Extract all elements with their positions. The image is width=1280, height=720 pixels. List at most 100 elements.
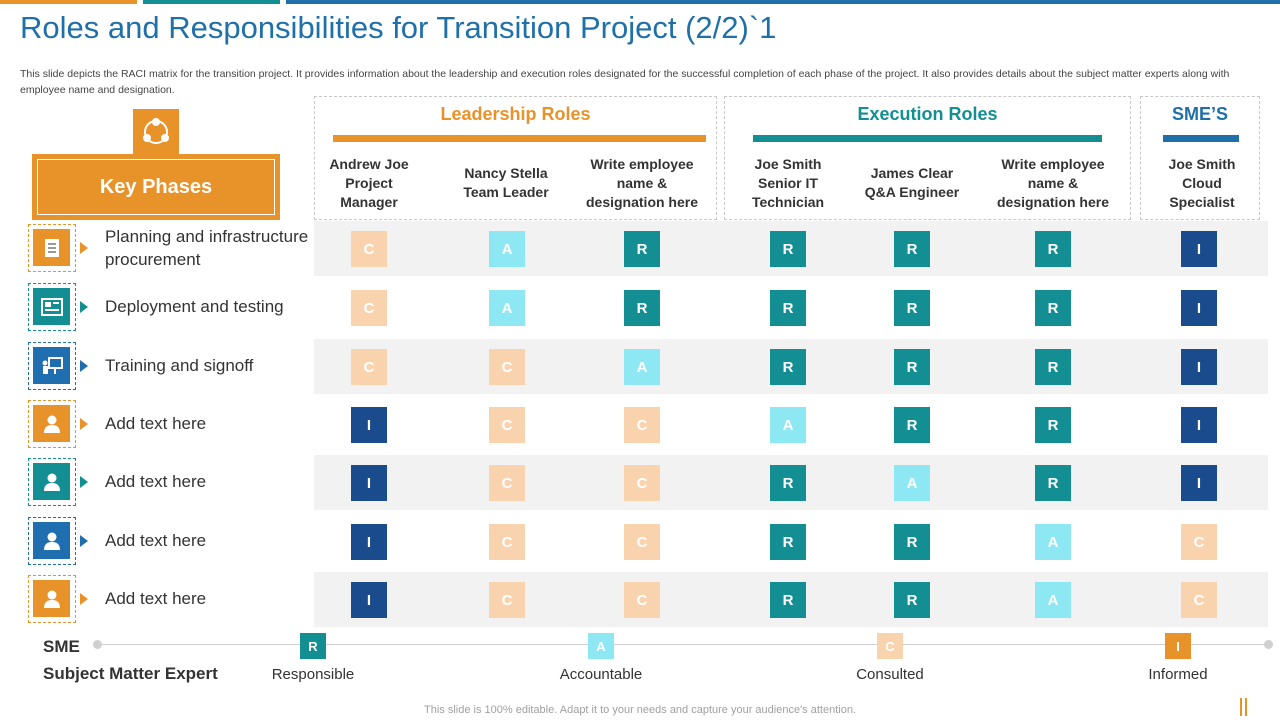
- raci-cell: I: [1181, 290, 1217, 326]
- raci-cell: C: [1181, 582, 1217, 618]
- phase-icon-frame: [28, 400, 76, 448]
- raci-cell: R: [894, 290, 930, 326]
- row-pointer-icon: [80, 242, 88, 254]
- person-icon: [33, 405, 70, 442]
- raci-cell: R: [770, 349, 806, 385]
- legend-consulted-label: Consulted: [856, 666, 924, 683]
- raci-cell: C: [1181, 524, 1217, 560]
- raci-cell: C: [489, 349, 525, 385]
- execution-group-box: [724, 96, 1131, 220]
- leadership-bar: [333, 135, 706, 142]
- raci-cell: A: [489, 290, 525, 326]
- phase-label: Add text here: [105, 414, 207, 433]
- raci-cell: C: [489, 465, 525, 501]
- footer-accent-bar: [1245, 698, 1247, 716]
- legend-accountable-square: A: [588, 633, 614, 659]
- key-phases-label: Key Phases: [37, 159, 275, 215]
- legend-informed-label: Informed: [1148, 666, 1208, 683]
- phase-label: Add text here: [105, 472, 207, 491]
- raci-cell: C: [624, 582, 660, 618]
- legend-line: [97, 644, 1268, 645]
- legend-line-start-dot: [93, 640, 102, 649]
- phase-icon-frame: [28, 224, 76, 272]
- legend-consulted-square: C: [877, 633, 903, 659]
- raci-cell: R: [770, 465, 806, 501]
- column-header: Joe Smith Senior IT Technician: [751, 155, 825, 210]
- top-strip-blue: [286, 0, 1280, 4]
- phase-icon-frame: [28, 283, 76, 331]
- person-icon: [33, 522, 70, 559]
- legend-line-end-dot: [1264, 640, 1273, 649]
- row-pointer-icon: [80, 301, 88, 313]
- raci-cell: R: [624, 231, 660, 267]
- raci-cell: C: [624, 407, 660, 443]
- page-title: Roles and Responsibilities for Transitio…: [20, 10, 777, 45]
- legend-responsible-label: Responsible: [271, 666, 355, 683]
- raci-cell: A: [1035, 524, 1071, 560]
- person-icon: [33, 463, 70, 500]
- column-header: Write employee name & designation here: [996, 155, 1110, 210]
- raci-cell: I: [1181, 349, 1217, 385]
- blueprint-icon: [33, 288, 70, 325]
- raci-cell: C: [489, 582, 525, 618]
- raci-cell: R: [770, 290, 806, 326]
- phase-icon-frame: [28, 575, 76, 623]
- raci-cell: R: [894, 231, 930, 267]
- column-header: Joe Smith Cloud Specialist: [1168, 155, 1236, 210]
- legend-sme: SME: [43, 637, 80, 656]
- raci-cell: R: [1035, 231, 1071, 267]
- raci-cell: I: [351, 465, 387, 501]
- row-pointer-icon: [80, 360, 88, 372]
- raci-cell: C: [351, 231, 387, 267]
- raci-cell: A: [770, 407, 806, 443]
- person-icon: [33, 580, 70, 617]
- raci-cell: C: [624, 465, 660, 501]
- footer-accent-bar: [1240, 698, 1242, 716]
- raci-cell: R: [1035, 290, 1071, 326]
- raci-cell: I: [1181, 465, 1217, 501]
- execution-bar: [753, 135, 1102, 142]
- raci-cell: I: [351, 524, 387, 560]
- raci-cell: C: [489, 524, 525, 560]
- execution-roles-title: Execution Roles: [857, 104, 998, 124]
- raci-cell: R: [894, 407, 930, 443]
- legend-responsible-square: R: [300, 633, 326, 659]
- leadership-group-box: [314, 96, 717, 220]
- raci-cell: C: [624, 524, 660, 560]
- phase-icon-frame: [28, 517, 76, 565]
- sme-bar: [1163, 135, 1239, 142]
- row-pointer-icon: [80, 535, 88, 547]
- column-header: Nancy Stella Team Leader: [463, 165, 549, 200]
- legend-accountable-label: Accountable: [559, 666, 643, 683]
- raci-cell: A: [624, 349, 660, 385]
- raci-cell: R: [1035, 407, 1071, 443]
- raci-cell: I: [351, 582, 387, 618]
- raci-cell: C: [351, 349, 387, 385]
- key-phases-header: Key Phases: [32, 154, 280, 220]
- leadership-roles-title: Leadership Roles: [440, 104, 591, 124]
- raci-cell: R: [894, 349, 930, 385]
- column-header: Write employee name & designation here: [585, 155, 699, 210]
- column-header: Andrew Joe Project Manager: [329, 155, 409, 210]
- phase-label: Deployment and testing: [105, 297, 284, 316]
- raci-cell: A: [894, 465, 930, 501]
- raci-cell: R: [894, 582, 930, 618]
- raci-cell: I: [351, 407, 387, 443]
- presentation-icon: [33, 347, 70, 384]
- raci-cell: A: [489, 231, 525, 267]
- raci-cell: R: [770, 524, 806, 560]
- raci-cell: A: [1035, 582, 1071, 618]
- raci-cell: R: [1035, 349, 1071, 385]
- raci-cell: R: [1035, 465, 1071, 501]
- phase-icon-frame: [28, 458, 76, 506]
- sme-group-box: [1140, 96, 1260, 220]
- raci-cell: I: [1181, 231, 1217, 267]
- team-cycle-icon: [133, 109, 179, 155]
- raci-cell: R: [770, 582, 806, 618]
- top-strip-orange: [0, 0, 137, 4]
- page-description: This slide depicts the RACI matrix for t…: [20, 68, 1230, 96]
- checklist-icon: [33, 229, 70, 266]
- legend-informed-square: I: [1165, 633, 1191, 659]
- raci-cell: C: [351, 290, 387, 326]
- row-pointer-icon: [80, 476, 88, 488]
